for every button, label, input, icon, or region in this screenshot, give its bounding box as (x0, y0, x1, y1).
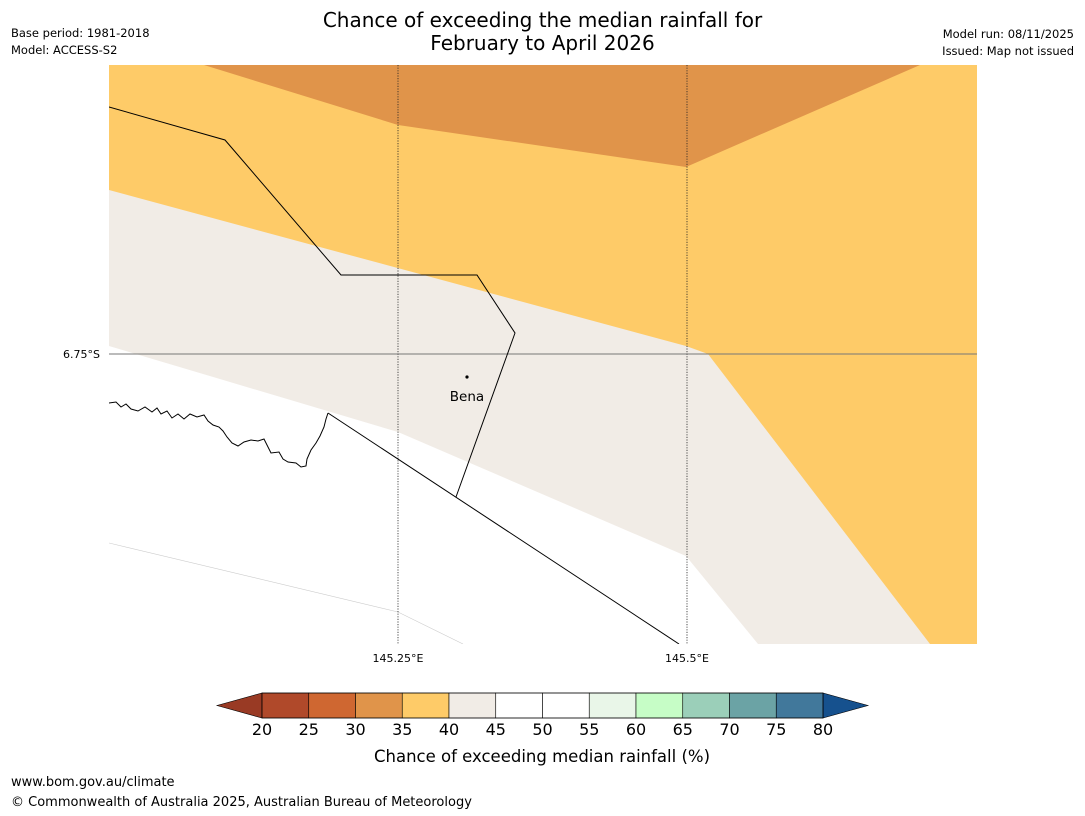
colorbar-segment (588, 692, 637, 719)
map-title-line-1: Chance of exceeding the median rainfall … (322, 8, 763, 32)
colorbar-underflow-arrow (215, 692, 263, 719)
colorbar-segment (355, 692, 403, 719)
coastline (109, 401, 329, 468)
colorbar-tick-label: 35 (392, 720, 412, 739)
map-title-line-2: February to April 2026 (430, 31, 655, 55)
colorbar-segment (401, 692, 450, 719)
colorbar-ticks: 20 25 30 35 40 45 50 55 60 65 70 75 80 (252, 720, 833, 739)
map-area: Bena (109, 65, 977, 644)
colorbar-segment (308, 692, 356, 719)
colorbar-tick-label: 30 (345, 720, 365, 739)
colorbar-segment (448, 692, 497, 719)
model-run-label: Model run: 08/11/2025 (942, 27, 1074, 41)
colorbar-segment (775, 692, 824, 719)
colorbar-segment (635, 692, 684, 719)
town-marker (465, 375, 469, 379)
longitude-label: 145.5°E (665, 652, 709, 665)
footer-url: www.bom.gov.au/climate (11, 775, 175, 790)
colorbar-segment (495, 692, 543, 719)
colorbar-segments (261, 692, 824, 719)
colorbar-tick-label: 55 (579, 720, 599, 739)
footer-copyright: © Commonwealth of Australia 2025, Austra… (11, 795, 472, 810)
colorbar-tick-label: 20 (252, 720, 272, 739)
colorbar-tick-label: 60 (626, 720, 646, 739)
colorbar: 20 25 30 35 40 45 50 55 60 65 70 75 80 Chance of exc… (215, 692, 870, 766)
colorbar-tick-label: 40 (439, 720, 459, 739)
longitude-label: 145.25°E (373, 652, 424, 665)
colorbar-tick-label: 25 (299, 720, 319, 739)
band-25-30 (204, 65, 920, 167)
colorbar-tick-label: 75 (766, 720, 786, 739)
colorbar-segment (729, 692, 777, 719)
colorbar-tick-label: 45 (486, 720, 506, 739)
model-label: Model: ACCESS-S2 (11, 43, 118, 57)
latitude-label: 6.75°S (63, 348, 100, 361)
colorbar-tick-label: 70 (719, 720, 739, 739)
colorbar-segment (542, 692, 590, 719)
town-label: Bena (450, 389, 484, 405)
colorbar-label: Chance of exceeding median rainfall (%) (374, 747, 710, 766)
colorbar-tick-label: 50 (532, 720, 552, 739)
band-35-40 (109, 65, 977, 644)
colorbar-tick-label: 80 (813, 720, 833, 739)
colorbar-segment (682, 692, 730, 719)
province-boundary (109, 106, 516, 498)
colorbar-tick-label: 65 (673, 720, 693, 739)
colorbar-overflow-arrow (822, 692, 870, 719)
colorbar-frame (261, 692, 824, 719)
issued-label: Issued: Map not issued (942, 44, 1074, 58)
base-period-label: Base period: 1981-2018 (11, 26, 150, 40)
colorbar-segment (261, 692, 310, 719)
province-boundary (327, 412, 680, 644)
